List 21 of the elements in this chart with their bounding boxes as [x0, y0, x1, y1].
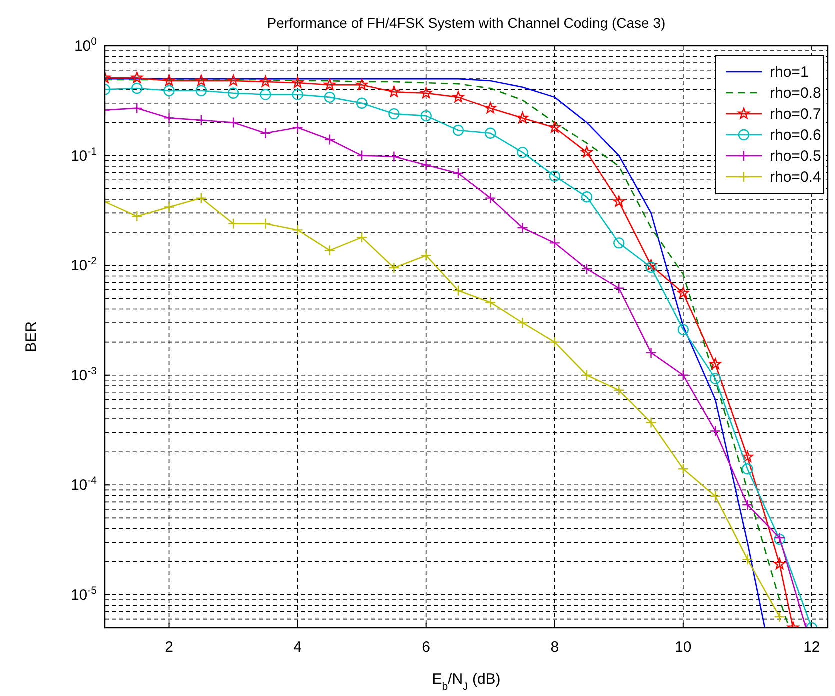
- legend-label: rho=0.7: [770, 106, 822, 123]
- y-tick-label: 10$^{-2}$: [70, 256, 98, 275]
- legend-label: rho=0.5: [770, 148, 822, 165]
- chart-title: Performance of FH/4FSK System with Channel Coding (Case 3): [267, 15, 666, 31]
- x-axis-title: E$_{b}$/N$_{J}$ (dB): [432, 671, 501, 693]
- x-tick-label: 8: [550, 639, 560, 656]
- legend-label: rho=0.6: [770, 127, 822, 144]
- y-axis-title: BER: [23, 321, 40, 352]
- y-tick-label: 10$^{0}$: [74, 36, 98, 55]
- y-tick-label: 10$^{-3}$: [70, 365, 98, 384]
- x-tick-label: 12: [804, 639, 820, 656]
- x-tick-label: 4: [294, 639, 302, 656]
- y-tick-label: 10$^{-1}$: [70, 146, 98, 165]
- legend-label: rho=1: [770, 64, 809, 81]
- y-tick-label: 10$^{-5}$: [70, 584, 98, 604]
- legend-label: rho=0.8: [770, 85, 822, 102]
- x-tick-label: 10: [675, 639, 692, 656]
- legend-label: rho=0.4: [770, 169, 822, 186]
- x-tick-label: 2: [165, 639, 174, 656]
- x-tick-label: 6: [422, 639, 431, 656]
- y-tick-label: 10$^{-4}$: [70, 475, 98, 494]
